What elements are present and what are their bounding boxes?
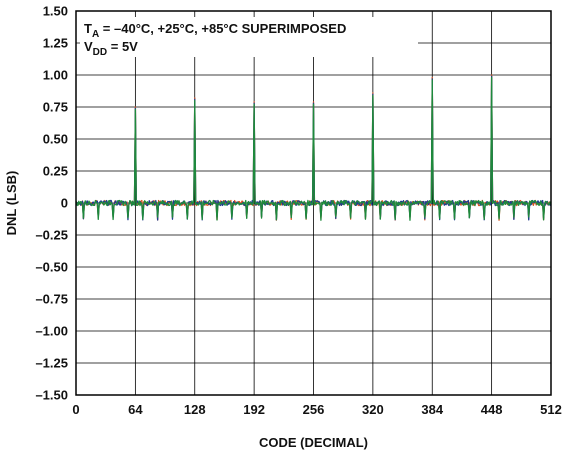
x-axis-label: CODE (DECIMAL)	[259, 435, 368, 450]
x-tick-label: 128	[184, 402, 206, 417]
x-tick-label: 192	[243, 402, 265, 417]
x-tick-label: 512	[540, 402, 562, 417]
x-tick-label: 256	[303, 402, 325, 417]
y-tick-label: –1.25	[35, 356, 68, 371]
series-line-3	[75, 76, 552, 221]
y-tick-label: –1.00	[35, 324, 68, 339]
x-tick-label: 0	[72, 402, 79, 417]
plot-frame	[75, 10, 552, 396]
x-tick-label: 384	[421, 402, 443, 417]
y-tick-label: 1.00	[43, 68, 68, 83]
y-tick-label: –0.75	[35, 292, 68, 307]
annotation: TA = –40°C, +25°C, +85°C SUPERIMPOSED VD…	[84, 21, 346, 58]
x-tick-label: 448	[481, 402, 503, 417]
y-tick-label: 0.25	[43, 164, 68, 179]
series-group	[75, 74, 552, 221]
y-tick-label: 0.50	[43, 132, 68, 147]
y-tick-labels: 1.50 1.25 1.00 0.75 0.50 0.25 0 –0.25 –0.50 –0.75…	[35, 4, 68, 403]
y-tick-label: 0	[61, 196, 68, 211]
x-tick-label: 64	[128, 402, 143, 417]
annotation-line-1: TA = –40°C, +25°C, +85°C SUPERIMPOSED	[84, 21, 346, 40]
y-tick-label: 0.75	[43, 100, 68, 115]
x-tick-label: 320	[362, 402, 384, 417]
y-tick-label: 1.50	[43, 4, 68, 19]
y-tick-label: –0.25	[35, 228, 68, 243]
x-tick-labels: 0 64 128 192 256 320 384 448 512	[72, 402, 561, 417]
annotation-background	[80, 17, 418, 57]
y-tick-label: 1.25	[43, 36, 68, 51]
y-axis-label: DNL (LSB)	[4, 171, 19, 236]
y-tick-label: –1.50	[35, 388, 68, 403]
annotation-line-2: VDD = 5V	[84, 39, 138, 58]
y-tick-label: –0.50	[35, 260, 68, 275]
